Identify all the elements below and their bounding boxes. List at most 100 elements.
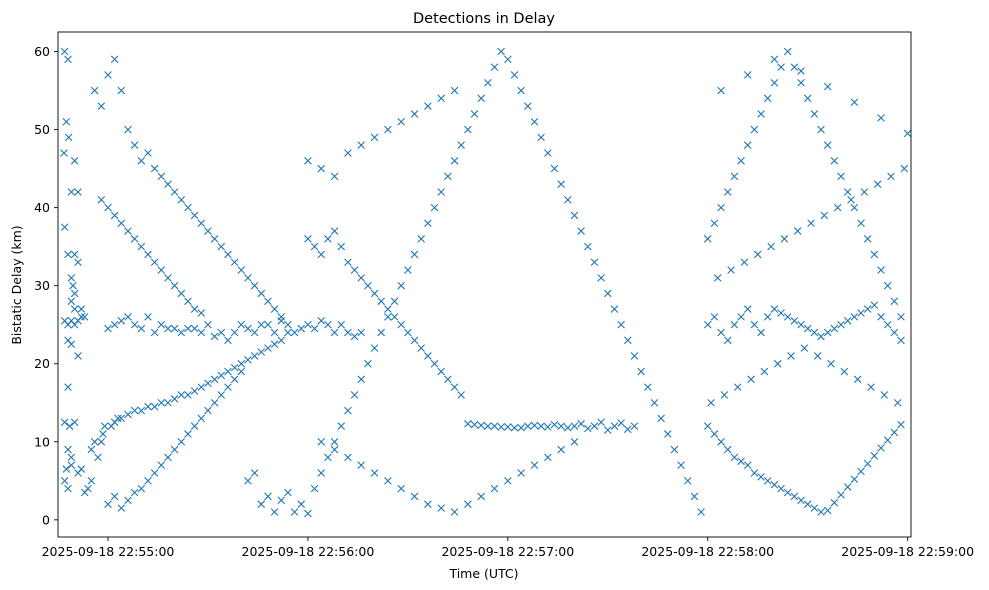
data-point: [544, 149, 552, 157]
data-point: [270, 305, 279, 313]
data-point: [830, 498, 839, 507]
data-point: [230, 375, 239, 384]
data-point: [697, 508, 705, 516]
data-point: [677, 461, 685, 469]
data-point: [197, 219, 206, 228]
data-point: [60, 477, 69, 485]
data-point: [723, 336, 732, 345]
data-point: [584, 242, 592, 251]
data-point: [104, 324, 112, 333]
data-point: [470, 110, 479, 118]
data-point: [767, 242, 775, 251]
data-point: [717, 437, 725, 446]
data-point: [757, 473, 765, 481]
data-point: [890, 328, 899, 337]
data-point: [124, 313, 132, 321]
data-point: [67, 453, 76, 462]
data-point: [797, 496, 805, 505]
data-point: [304, 156, 312, 165]
data-point: [224, 367, 232, 376]
data-point: [250, 328, 259, 337]
data-point: [184, 430, 192, 438]
data-point: [284, 488, 292, 497]
data-point: [477, 94, 485, 103]
data-point: [370, 344, 379, 352]
data-point: [150, 164, 159, 173]
data-point: [850, 475, 859, 484]
data-point: [64, 55, 72, 64]
data-point: [317, 437, 326, 446]
data-point: [717, 86, 725, 95]
data-point: [150, 328, 159, 337]
data-point: [104, 203, 112, 212]
data-point: [177, 328, 186, 337]
data-point: [850, 313, 859, 321]
data-point: [157, 398, 166, 407]
data-point: [250, 469, 259, 477]
data-point: [880, 391, 889, 399]
data-point: [783, 313, 792, 321]
data-point: [603, 289, 612, 298]
data-point: [770, 480, 779, 489]
data-point: [317, 317, 326, 325]
data-point: [783, 47, 792, 56]
data-point: [867, 383, 875, 391]
data-point: [630, 422, 639, 430]
data-point: [564, 423, 572, 432]
data-point: [617, 320, 625, 329]
data-point: [743, 461, 752, 469]
data-point: [710, 430, 719, 438]
data-point: [364, 281, 372, 290]
data-point: [663, 430, 672, 438]
data-point: [70, 156, 79, 165]
data-point: [244, 356, 252, 364]
data-point: [190, 324, 199, 333]
data-point: [130, 141, 139, 149]
data-point: [137, 406, 146, 415]
data-point: [490, 484, 499, 493]
data-point: [464, 125, 472, 134]
data-point: [530, 117, 539, 126]
data-point: [773, 359, 782, 368]
data-point: [477, 421, 485, 430]
data-point: [900, 164, 909, 173]
data-point: [763, 94, 772, 103]
data-point: [510, 71, 519, 79]
data-point: [69, 281, 77, 290]
data-point: [710, 219, 719, 228]
data-point: [157, 461, 166, 469]
data-point: [170, 281, 179, 290]
data-point: [750, 469, 759, 477]
data-point: [150, 469, 159, 477]
data-point: [863, 305, 872, 313]
data-point: [350, 391, 359, 399]
data-point: [457, 141, 465, 149]
data-point: [370, 469, 379, 477]
data-point: [237, 266, 246, 274]
data-point: [317, 469, 326, 477]
data-point: [557, 180, 565, 188]
data-point: [297, 500, 306, 509]
data-point: [197, 328, 206, 337]
data-point: [603, 426, 612, 434]
data-point: [117, 414, 126, 423]
data-point: [110, 320, 119, 329]
data-point: [264, 320, 272, 329]
data-point: [357, 274, 366, 282]
data-point: [564, 196, 572, 204]
data-point: [60, 47, 69, 56]
x-tick-label: 2025-09-18 22:58:00: [641, 544, 774, 559]
data-point: [324, 320, 332, 329]
data-point: [820, 211, 829, 220]
data-point: [703, 422, 712, 430]
data-point: [750, 320, 759, 329]
data-point: [777, 63, 785, 71]
data-point: [390, 297, 399, 306]
data-point: [277, 336, 286, 345]
data-point: [857, 467, 865, 476]
data-point: [797, 78, 805, 87]
data-point: [850, 203, 859, 212]
data-point: [60, 418, 69, 427]
data-point: [144, 477, 152, 485]
